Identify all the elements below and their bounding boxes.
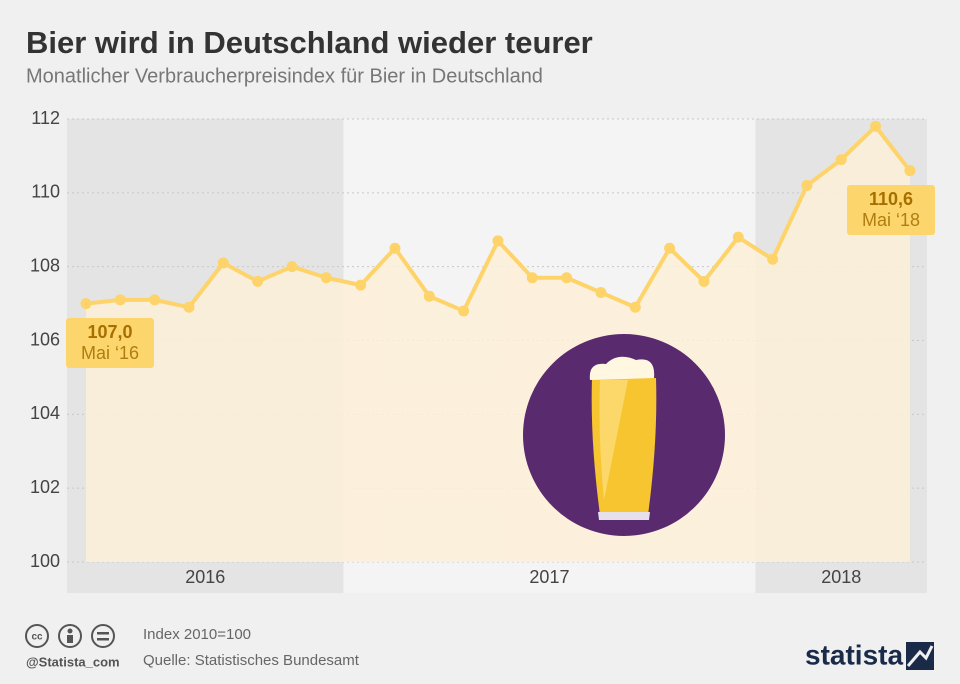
marker: [458, 305, 470, 317]
marker: [561, 272, 573, 284]
beer-icon: [523, 334, 725, 536]
marker: [595, 287, 607, 299]
marker: [149, 294, 161, 306]
marker: [767, 253, 779, 265]
y-tick-label: 110: [31, 182, 60, 202]
marker: [870, 120, 882, 132]
marker: [183, 301, 195, 313]
marker: [80, 298, 92, 310]
marker: [114, 294, 126, 306]
y-tick-label: 106: [30, 329, 60, 349]
marker: [320, 272, 332, 284]
y-tick-label: 112: [31, 108, 60, 128]
date-label: Mai ‘18: [862, 210, 920, 230]
marker: [629, 301, 641, 313]
marker: [526, 272, 538, 284]
y-tick-label: 108: [30, 255, 60, 275]
data-label: 110,6: [869, 189, 913, 209]
marker: [389, 242, 401, 254]
chart-title: Bier wird in Deutschland wieder teurer: [26, 25, 593, 60]
data-label: 107,0: [87, 322, 132, 342]
marker: [492, 235, 504, 247]
brand-logo: statista: [805, 639, 903, 670]
svg-text:cc: cc: [31, 632, 43, 643]
marker: [217, 257, 229, 269]
marker: [904, 165, 916, 177]
marker: [801, 179, 813, 191]
y-tick-label: 104: [30, 403, 60, 423]
marker: [835, 154, 847, 166]
annotation-box: [847, 185, 935, 235]
source: Quelle: Statistisches Bundesamt: [143, 652, 360, 669]
marker: [286, 261, 298, 273]
annotation-box: [66, 318, 154, 368]
footer: cc @Statista_com Index 2010=100 Quelle: …: [25, 624, 934, 670]
marker: [355, 279, 367, 291]
x-tick-label: 2018: [821, 567, 861, 587]
y-tick-label: 102: [30, 477, 60, 497]
x-tick-label: 2017: [529, 567, 569, 587]
x-tick-label: 2016: [185, 567, 225, 587]
marker: [698, 275, 710, 287]
note: Index 2010=100: [143, 626, 251, 643]
y-tick-label: 100: [30, 551, 60, 571]
date-label: Mai ‘16: [81, 343, 139, 363]
marker: [252, 275, 264, 287]
marker: [732, 231, 744, 243]
marker: [664, 242, 676, 254]
chart-subtitle: Monatlicher Verbraucherpreisindex für Bi…: [26, 65, 543, 87]
handle: @Statista_com: [26, 654, 120, 669]
marker: [423, 290, 435, 302]
